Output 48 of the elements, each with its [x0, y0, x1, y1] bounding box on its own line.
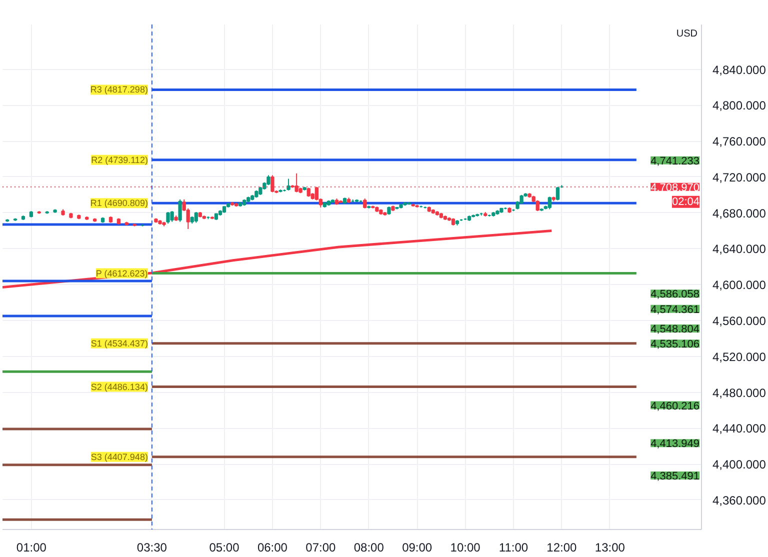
y-tick-label: 4,560.000 [712, 314, 766, 328]
x-tick-label: 11:00 [498, 540, 528, 554]
annotation: 4,460.216 [650, 400, 700, 412]
y-tick-label: 4,680.000 [712, 206, 766, 220]
candlestick [166, 211, 170, 224]
y-tick-label: 4,400.000 [712, 458, 766, 472]
x-tick-label: 12:00 [546, 540, 578, 554]
x-tick-label: 09:00 [402, 540, 432, 554]
candlestick [178, 198, 182, 222]
x-tick-label: 13:00 [594, 540, 626, 554]
candlestick [286, 178, 290, 191]
candlestick [194, 211, 198, 224]
y-tick-label: 4,800.000 [712, 98, 766, 113]
x-tick-label: 10:00 [450, 540, 481, 554]
x-tick-label: 07:00 [306, 540, 336, 554]
x-tick-label: 01:00 [16, 540, 47, 554]
series-label: R2 (4739.112) [91, 154, 148, 165]
series-label: R1 (4690.809) [90, 198, 148, 208]
y-tick-label: 4,760.000 [712, 134, 766, 149]
y-tick-label: 4,480.000 [712, 386, 766, 400]
y-tick-label: 4,720.000 [712, 170, 766, 184]
y-tick-label: 4,520.000 [712, 350, 766, 364]
series-label: P (4612.623) [96, 268, 148, 278]
candlestick [363, 198, 367, 209]
annotation: 4,548.804 [650, 324, 700, 336]
y-tick-label: 4,440.000 [712, 422, 766, 436]
series-label: R3 (4817.298) [90, 84, 148, 95]
x-tick-label: 03:30 [136, 540, 168, 554]
candlestick [556, 186, 560, 201]
x-tick-label: 06:00 [257, 540, 288, 554]
annotation: 4,385.491 [650, 470, 700, 482]
x-tick-label: 05:00 [209, 540, 240, 554]
annotation: 4,574.361 [650, 304, 700, 316]
annotation: 4,741.233 [650, 155, 700, 168]
series-label: S2 (4486.134) [90, 382, 148, 392]
candlestick [548, 196, 552, 210]
candlestick [266, 174, 270, 186]
y-tick-label: 4,600.000 [712, 278, 766, 292]
annotation: USD [676, 28, 698, 40]
y-tick-label: 4,840.000 [712, 62, 766, 77]
series-label: S3 (4407.948) [90, 452, 148, 462]
x-tick-label: 08:00 [354, 540, 384, 554]
annotation: 02:04 [672, 196, 700, 208]
y-tick-label: 4,640.000 [712, 242, 766, 256]
ref-line-label: 4,708.970 [650, 182, 700, 194]
candlestick [170, 210, 174, 222]
series-label: S1 (4534.437) [90, 338, 148, 348]
y-tick-label: 4,360.000 [712, 493, 766, 508]
